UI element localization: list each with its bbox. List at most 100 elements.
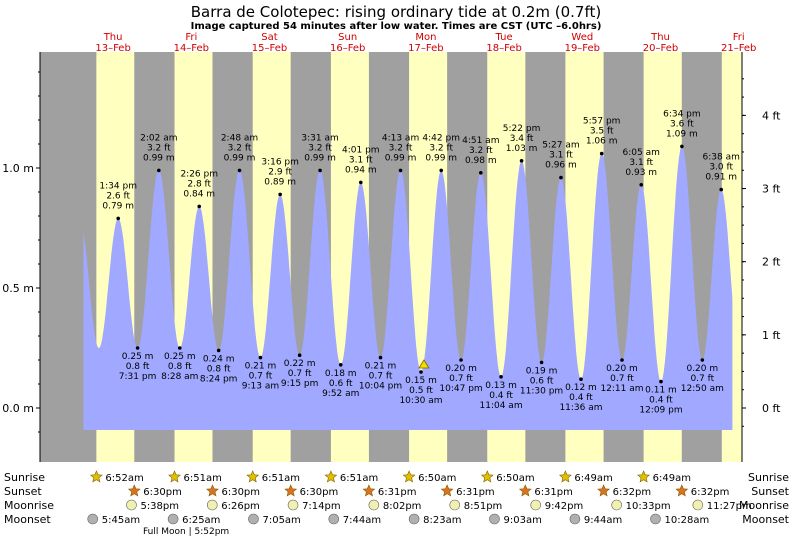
sunset-icon xyxy=(362,484,376,497)
low-tide-marker: 0.22 m0.7 ft9:15 pm xyxy=(281,353,318,389)
day-date: 21–Feb xyxy=(721,43,756,54)
day-date: 15–Feb xyxy=(252,43,287,54)
extreme-label: 0.19 m xyxy=(526,366,558,376)
sunrise-time: 6:49am xyxy=(574,473,612,484)
right-tick-label: 2 ft xyxy=(762,256,781,269)
high-tide-marker: 5:22 pm3.4 ft1.03 m xyxy=(503,124,540,163)
extreme-label: 0.99 m xyxy=(224,153,256,163)
extreme-label: 3.4 ft xyxy=(510,134,534,144)
extreme-point xyxy=(439,168,444,173)
day-date: 18–Feb xyxy=(486,43,521,54)
extreme-label: 0.91 m xyxy=(705,173,737,183)
right-tick-label: 1 ft xyxy=(762,329,781,342)
extreme-point xyxy=(539,360,544,365)
extreme-point xyxy=(620,358,624,362)
extreme-label: 3.2 ft xyxy=(228,143,252,153)
sunrise-icon xyxy=(246,470,260,483)
sunrise-row-label-right: Sunrise xyxy=(748,471,789,484)
extreme-label: 3.0 ft xyxy=(709,163,733,173)
high-tide-marker: 1:34 pm2.6 ft0.79 m xyxy=(99,181,137,221)
moonrise-icon xyxy=(287,499,299,511)
extreme-label: 0.89 m xyxy=(264,177,296,187)
moonset-time: 9:44am xyxy=(584,515,622,526)
sunrise-icon xyxy=(89,470,103,483)
extreme-label: 11:36 am xyxy=(559,403,602,413)
extreme-point xyxy=(135,346,140,350)
moonset-icon xyxy=(408,513,420,525)
day-date: 17–Feb xyxy=(408,43,443,54)
extreme-label: 0.7 ft xyxy=(610,374,634,384)
sunset-row-label-right: Sunset xyxy=(751,485,789,498)
day-name: Mon xyxy=(415,32,436,43)
extreme-point xyxy=(378,355,383,360)
extreme-label: 4:01 pm xyxy=(342,145,380,155)
extreme-point xyxy=(519,159,524,163)
sunset-time: 6:32pm xyxy=(613,487,652,498)
extreme-label: 3.2 ft xyxy=(308,143,332,153)
sunset-icon xyxy=(518,484,532,497)
sunset-icon xyxy=(284,484,298,497)
sunrise-icon xyxy=(480,470,494,483)
high-tide-marker: 6:05 am3.1 ft0.93 m xyxy=(623,148,660,187)
extreme-point xyxy=(157,168,161,173)
extreme-label: 3:31 am xyxy=(301,133,338,143)
moonrise-time: 8:51pm xyxy=(464,501,503,512)
moonrise-time: 8:02pm xyxy=(383,501,422,512)
extreme-label: 0.99 m xyxy=(385,153,417,163)
sunset-time: 6:30pm xyxy=(221,487,260,498)
moonset-row-label-right: Moonset xyxy=(742,513,789,526)
extreme-point xyxy=(479,171,483,175)
sunset-icon xyxy=(206,484,219,497)
moonrise-icon xyxy=(611,499,622,511)
extreme-label: 2:48 am xyxy=(221,133,258,143)
day-name: Sat xyxy=(261,32,277,43)
sunset-icon xyxy=(127,484,141,497)
sunrise-icon xyxy=(637,470,651,483)
extreme-label: 0.6 ft xyxy=(530,376,554,386)
extreme-point xyxy=(358,180,363,185)
extreme-label: 12:09 pm xyxy=(639,406,682,416)
extreme-point xyxy=(719,187,724,192)
left-tick-label: 0.5 m xyxy=(2,282,34,295)
extreme-label: 3.2 ft xyxy=(389,143,413,153)
moonrise-icon xyxy=(530,499,542,511)
high-tide-marker: 5:27 am3.1 ft0.96 m xyxy=(542,141,580,180)
extreme-label: 0.21 m xyxy=(245,362,277,372)
extreme-label: 1.06 m xyxy=(586,137,618,147)
moonset-icon xyxy=(569,513,581,525)
extreme-point xyxy=(499,375,503,379)
extreme-label: 0.84 m xyxy=(183,189,215,199)
extreme-label: 10:47 pm xyxy=(439,384,482,394)
extreme-point xyxy=(297,353,302,358)
day-date: 20–Feb xyxy=(643,43,678,54)
tide-curve xyxy=(83,146,733,430)
extreme-label: 2:26 pm xyxy=(180,169,218,179)
extreme-label: 8:28 am xyxy=(161,372,198,382)
sunset-icon xyxy=(440,484,454,497)
extreme-label: 3.2 ft xyxy=(469,146,493,156)
sunrise-time: 6:51am xyxy=(262,473,300,484)
sunset-time: 6:31pm xyxy=(534,487,573,498)
sunset-time: 6:30pm xyxy=(300,487,339,498)
sunrise-time: 6:51am xyxy=(184,473,222,484)
extreme-label: 4:51 am xyxy=(462,136,499,146)
sunset-row-label: Sunset xyxy=(4,485,42,498)
sunrise-time: 6:50am xyxy=(496,473,534,484)
extreme-point xyxy=(197,204,202,209)
low-tide-marker: 0.21 m0.7 ft9:13 am xyxy=(242,355,279,392)
extreme-point xyxy=(700,358,705,362)
extreme-label: 12:11 am xyxy=(600,384,643,394)
extreme-label: 0.8 ft xyxy=(168,362,192,372)
extreme-label: 6:34 pm xyxy=(663,109,701,119)
day-date: 16–Feb xyxy=(330,43,365,54)
extreme-label: 0.7 ft xyxy=(288,369,312,379)
extreme-label: 3.2 ft xyxy=(429,143,453,153)
moonset-row-label: Moonset xyxy=(4,513,51,526)
day-name: Sun xyxy=(338,32,357,43)
extreme-label: 0.6 ft xyxy=(329,379,353,389)
